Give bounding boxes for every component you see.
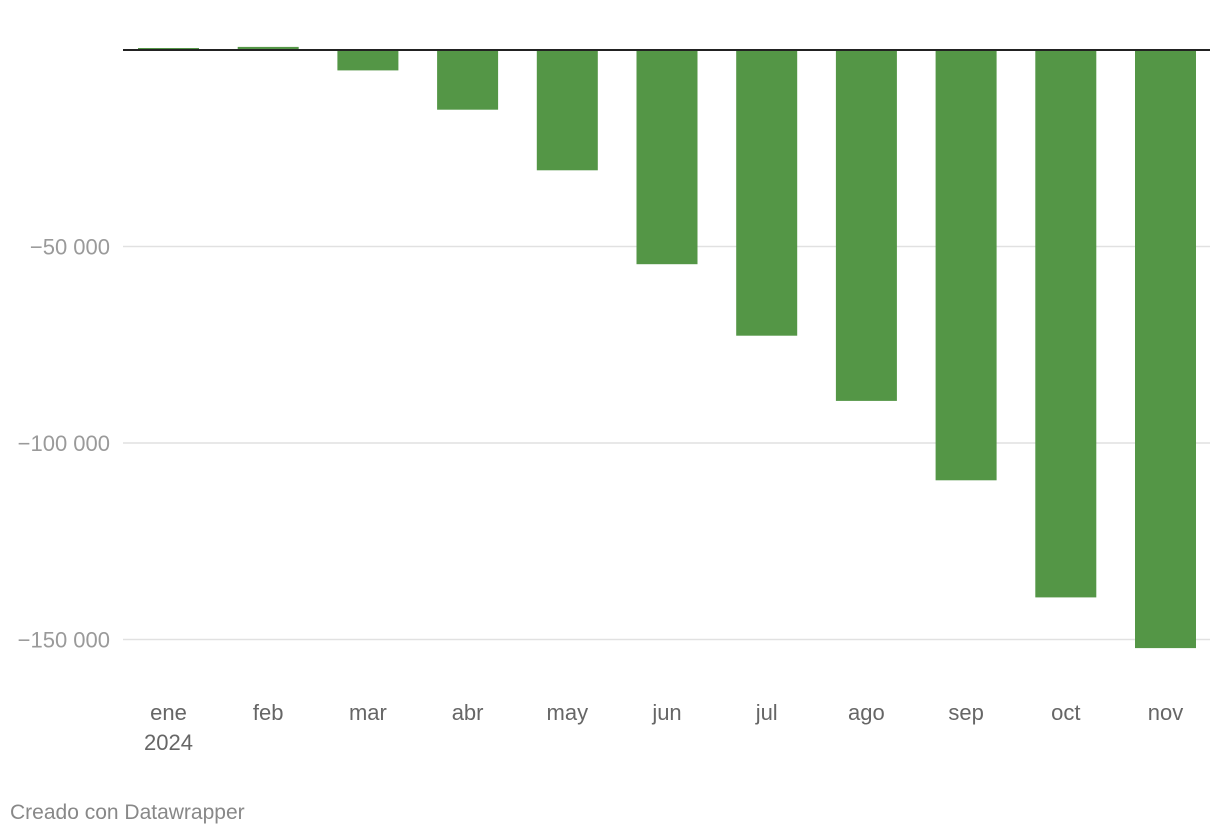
bar-chart: −50 000 −100 000 −150 000 ene 2024 feb mar abr… (18, 46, 1210, 755)
x-tick-label-mar: mar (349, 700, 387, 725)
x-tick-label-sep: sep (948, 700, 983, 725)
bar-nov[interactable] (1135, 50, 1196, 649)
x-tick-label-may: may (547, 700, 589, 725)
bar-oct[interactable] (1035, 50, 1097, 598)
bar-ago[interactable] (835, 50, 897, 401)
y-tick-label: −100 000 (18, 431, 110, 456)
x-tick-label-jun: jun (651, 700, 681, 725)
x-tick-label-ago: ago (848, 700, 885, 725)
y-tick-label: −50 000 (30, 235, 110, 260)
x-tick-label-nov: nov (1148, 700, 1183, 725)
x-tick-label-oct: oct (1051, 700, 1080, 725)
bar-jun[interactable] (636, 50, 698, 265)
bar-feb[interactable] (237, 46, 299, 50)
bar-abr[interactable] (437, 50, 499, 110)
x-tick-label-ene: ene (150, 700, 187, 725)
x-tick-label-feb: feb (253, 700, 284, 725)
x-axis-category-labels: ene 2024 feb mar abr may jun jul ago sep oct nov (144, 700, 1183, 755)
bar-jul[interactable] (736, 50, 798, 336)
x-tick-sublabel: 2024 (144, 730, 193, 755)
x-tick-label-abr: abr (452, 700, 484, 725)
y-axis-tick-labels: −50 000 −100 000 −150 000 (18, 235, 110, 653)
x-tick-label-jul: jul (755, 700, 778, 725)
y-tick-label: −150 000 (18, 628, 110, 653)
bar-mar[interactable] (337, 50, 399, 71)
bars (138, 46, 1196, 649)
datawrapper-credit[interactable]: Creado con Datawrapper (10, 801, 245, 824)
bar-sep[interactable] (935, 50, 997, 481)
bar-may[interactable] (536, 50, 598, 171)
